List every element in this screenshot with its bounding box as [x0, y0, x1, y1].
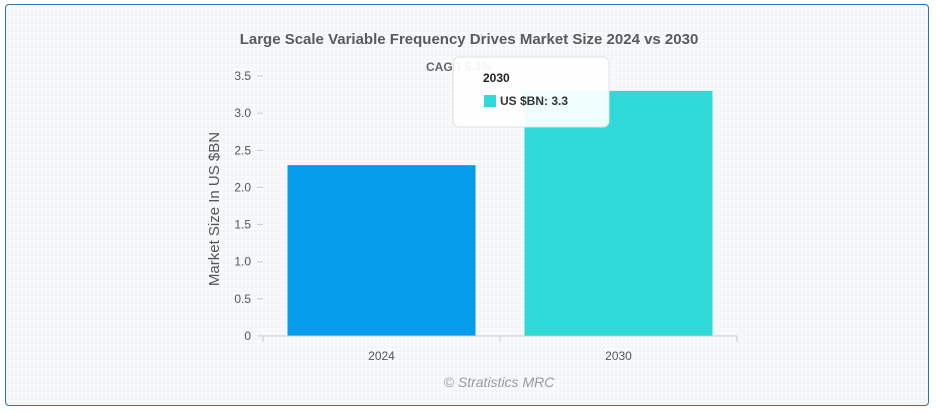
y-tick-label: 3.0	[234, 106, 251, 120]
y-tick-label: 0.5	[234, 292, 251, 306]
chart-card: Large Scale Variable Frequency Drives Ma…	[5, 4, 929, 406]
tooltip-title: 2030	[483, 71, 510, 85]
bar-2030[interactable]	[524, 90, 713, 336]
y-tick-label: 0	[244, 329, 251, 343]
bars	[287, 90, 713, 336]
credit-text: © Stratistics MRC	[444, 374, 556, 390]
y-tick-label: 1.0	[234, 255, 251, 269]
y-tick-label: 1.5	[234, 218, 251, 232]
tooltip-value: US $BN: 3.3	[500, 94, 568, 108]
y-tick-label: 3.5	[234, 69, 251, 83]
bar-2024[interactable]	[287, 165, 476, 336]
tooltip-box	[452, 56, 610, 128]
tooltip: 2030 US $BN: 3.3	[452, 56, 610, 128]
x-axis-ticks: 2024 2030	[262, 336, 738, 363]
chart-title: Large Scale Variable Frequency Drives Ma…	[240, 31, 699, 48]
y-axis-ticks: 0 0.5 1.0 1.5 2.0 2.5 3.0 3.5	[234, 69, 263, 343]
y-tick-label: 2.5	[234, 143, 251, 157]
x-tick-label: 2030	[605, 349, 632, 363]
y-axis-label: Market Size In US $BN	[206, 132, 223, 286]
x-tick-label: 2024	[368, 349, 395, 363]
y-tick-label: 2.0	[234, 180, 251, 194]
bar-chart: Large Scale Variable Frequency Drives Ma…	[206, 31, 738, 390]
tooltip-swatch	[484, 95, 496, 107]
